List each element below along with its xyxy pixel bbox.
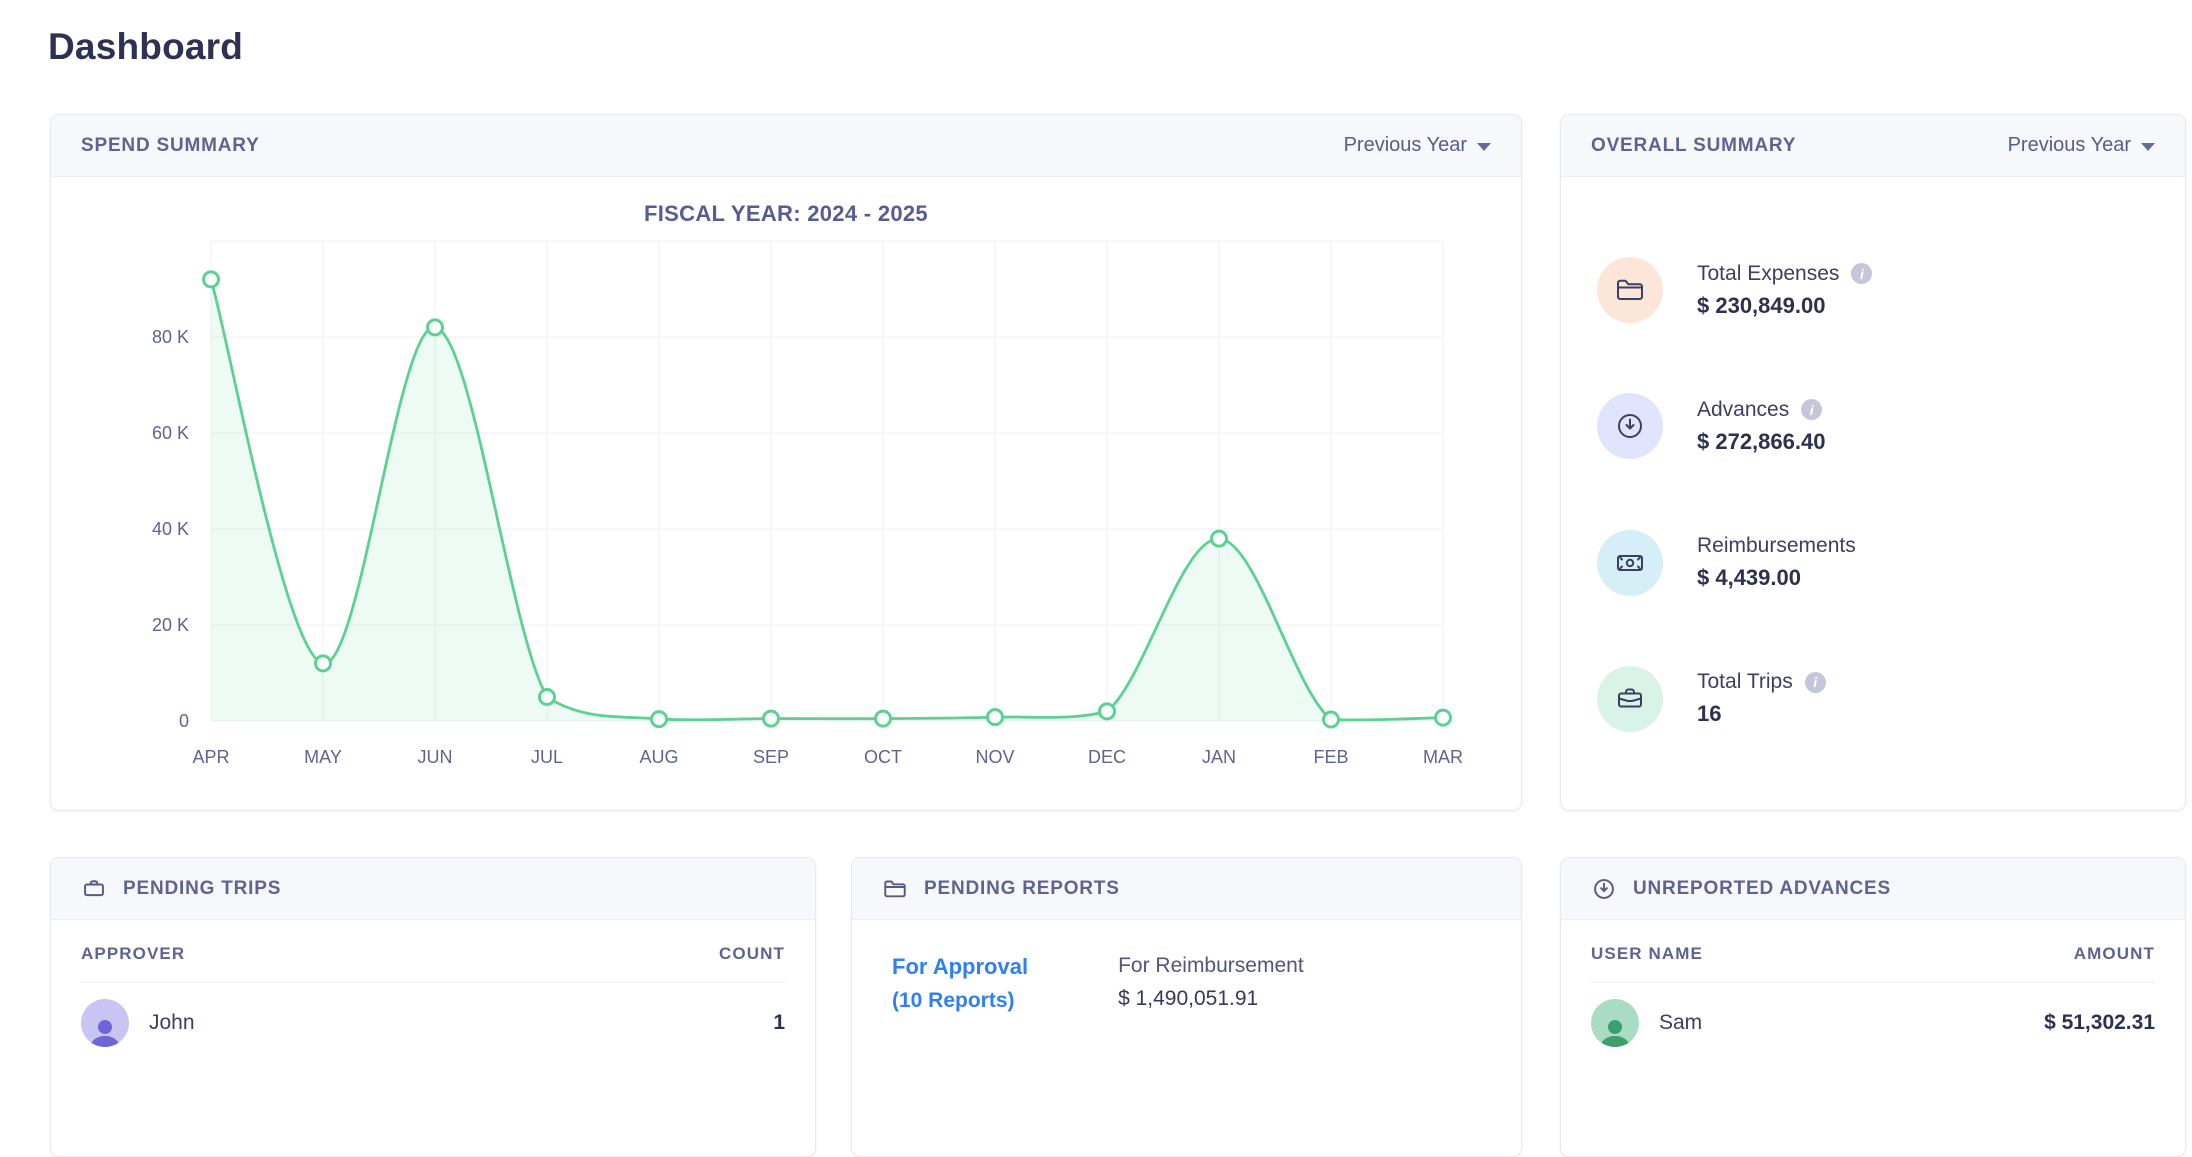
pending-reports-card: PENDING REPORTS For Approval (10 Reports… <box>851 857 1522 1157</box>
pending-trips-title: PENDING TRIPS <box>123 877 282 899</box>
spend-summary-title: SPEND SUMMARY <box>81 134 260 156</box>
svg-text:80 K: 80 K <box>152 327 189 347</box>
summary-value: $ 230,849.00 <box>1697 292 1826 318</box>
for-reimbursement-block[interactable]: For Reimbursement $ 1,490,051.91 <box>1118 954 1304 1013</box>
overall-year-filter-label: Previous Year <box>2007 134 2131 156</box>
avatar <box>1591 999 1639 1047</box>
for-reimbursement-label: For Reimbursement <box>1118 954 1304 977</box>
svg-text:APR: APR <box>192 747 229 767</box>
clock-icon <box>1597 393 1663 460</box>
chevron-down-icon <box>2141 142 2155 151</box>
pending-trips-header: PENDING TRIPS <box>51 858 815 920</box>
table-row[interactable]: John 1 <box>51 983 815 1047</box>
column-amount: AMOUNT <box>2073 944 2155 963</box>
summary-item-total-trips: Total Trips 16 <box>1597 665 2185 732</box>
summary-value: 16 <box>1697 701 1722 727</box>
spend-summary-card: SPEND SUMMARY Previous Year FISCAL YEAR:… <box>50 114 1522 811</box>
unreported-advances-title: UNREPORTED ADVANCES <box>1633 877 1891 899</box>
column-approver: APPROVER <box>81 944 186 963</box>
overall-summary-title: OVERALL SUMMARY <box>1591 134 1797 156</box>
banknote-icon <box>1597 529 1663 596</box>
svg-text:60 K: 60 K <box>152 423 189 443</box>
folder-icon <box>882 876 908 902</box>
spend-year-filter-dropdown[interactable]: Previous Year <box>1344 134 1491 157</box>
info-icon[interactable] <box>1851 263 1873 285</box>
chart-title: FISCAL YEAR: 2024 - 2025 <box>644 201 928 226</box>
briefcase-icon <box>1597 665 1663 732</box>
clock-icon <box>1591 876 1617 902</box>
svg-text:JUL: JUL <box>531 747 563 767</box>
svg-text:AUG: AUG <box>639 747 678 767</box>
summary-label: Reimbursements <box>1697 534 1856 558</box>
for-approval-count: (10 Reports) <box>892 989 1015 1012</box>
svg-text:DEC: DEC <box>1088 747 1126 767</box>
svg-text:SEP: SEP <box>753 747 789 767</box>
summary-item-reimbursements: Reimbursements $ 4,439.00 <box>1597 529 2185 596</box>
pending-reports-header: PENDING REPORTS <box>852 858 1521 920</box>
svg-text:20 K: 20 K <box>152 615 189 635</box>
summary-value: $ 272,866.40 <box>1697 428 1826 454</box>
avatar <box>81 999 129 1047</box>
chevron-down-icon <box>1477 142 1491 151</box>
divider <box>1591 982 2155 983</box>
svg-text:FEB: FEB <box>1313 747 1348 767</box>
unreported-advances-header: UNREPORTED ADVANCES <box>1561 858 2185 920</box>
divider <box>81 982 785 983</box>
summary-item-total-expenses: Total Expenses $ 230,849.00 <box>1597 257 2185 324</box>
folder-icon <box>1597 257 1663 324</box>
column-user-name: USER NAME <box>1591 944 1703 963</box>
pending-reports-title: PENDING REPORTS <box>924 877 1120 899</box>
svg-text:JUN: JUN <box>418 747 453 767</box>
user-name: Sam <box>1659 1011 1703 1034</box>
overall-year-filter-dropdown[interactable]: Previous Year <box>2008 134 2155 157</box>
svg-text:JAN: JAN <box>1202 747 1236 767</box>
summary-item-advances: Advances $ 272,866.40 <box>1597 393 2185 460</box>
svg-text:0: 0 <box>179 711 189 731</box>
spend-year-filter-label: Previous Year <box>1343 134 1467 156</box>
overall-summary-header: OVERALL SUMMARY Previous Year <box>1561 115 2185 177</box>
spend-summary-header: SPEND SUMMARY Previous Year <box>51 115 1521 177</box>
summary-value: $ 4,439.00 <box>1697 565 1801 591</box>
table-row[interactable]: Sam $ 51,302.31 <box>1561 983 2185 1047</box>
summary-label: Advances <box>1697 397 1790 421</box>
briefcase-icon <box>81 876 107 902</box>
info-icon[interactable] <box>1801 399 1823 421</box>
advance-amount: $ 51,302.31 <box>2044 1011 2155 1034</box>
svg-text:OCT: OCT <box>864 747 902 767</box>
summary-label: Total Expenses <box>1697 261 1840 285</box>
for-approval-label: For Approval <box>892 954 1029 979</box>
svg-text:MAY: MAY <box>304 747 342 767</box>
page-title: Dashboard <box>48 26 244 67</box>
for-approval-link[interactable]: For Approval (10 Reports) <box>892 954 1028 1013</box>
approver-name: John <box>149 1011 195 1034</box>
svg-text:40 K: 40 K <box>152 519 189 539</box>
svg-text:MAR: MAR <box>1423 747 1463 767</box>
overall-summary-card: OVERALL SUMMARY Previous Year Total Expe… <box>1560 114 2186 811</box>
overall-summary-list: Total Expenses $ 230,849.00 Advances $ 2… <box>1561 177 2185 810</box>
column-count: COUNT <box>719 944 785 963</box>
info-icon[interactable] <box>1804 671 1826 693</box>
unreported-advances-card: UNREPORTED ADVANCES USER NAME AMOUNT Sam… <box>1560 857 2186 1157</box>
trip-count: 1 <box>773 1011 785 1034</box>
for-reimbursement-amount: $ 1,490,051.91 <box>1118 987 1259 1010</box>
summary-label: Total Trips <box>1697 670 1793 694</box>
svg-text:NOV: NOV <box>975 747 1014 767</box>
spend-chart[interactable]: 0 20 K 40 K 60 K 80 K APR MAY JUN JUL AUG SEP OCT NO… <box>51 231 1522 791</box>
pending-trips-card: PENDING TRIPS APPROVER COUNT John 1 <box>50 857 816 1157</box>
